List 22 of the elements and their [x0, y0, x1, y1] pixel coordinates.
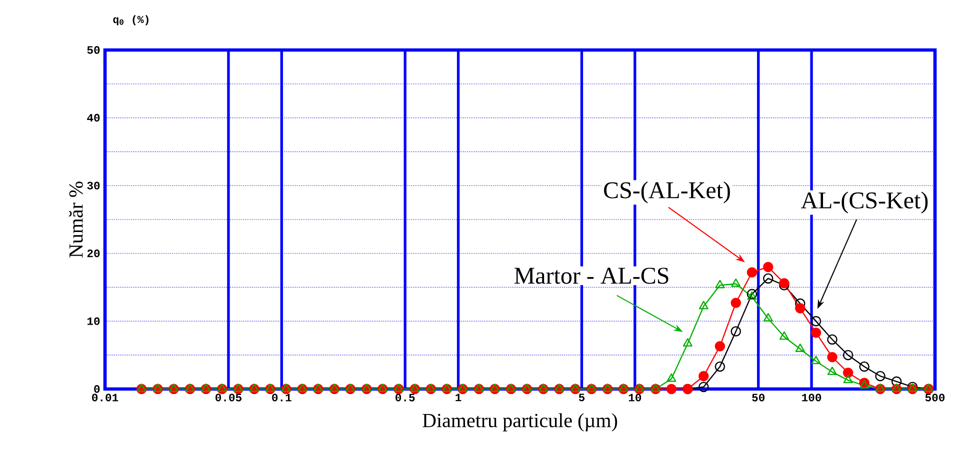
x-tick-label: 50	[752, 394, 765, 402]
x-tick-label: 1	[456, 394, 462, 402]
y-tick-label: 50	[87, 46, 100, 54]
x-axis-title: Diametru particule (µm)	[422, 413, 618, 432]
x-tick-label: 0.5	[396, 394, 415, 402]
x-tick-label: 10	[628, 394, 642, 402]
x-tick-label: 0.05	[216, 394, 242, 402]
x-tick-label: 5	[578, 394, 585, 402]
y-tick-label: 0	[94, 385, 100, 393]
x-tick-label: 100	[802, 394, 822, 402]
x-tick-label: 500	[925, 394, 945, 402]
y-axis-title: Număr %	[68, 182, 83, 258]
text: q$_{0}$ (%)	[113, 15, 148, 26]
y-tick-label: 10	[87, 317, 100, 326]
y-tick-label: 20	[87, 250, 100, 258]
y-tick-label: 40	[87, 114, 100, 122]
x-tick-label: 0.1	[272, 394, 292, 402]
x-tick-label: 0.01	[92, 394, 118, 402]
text: AL-(CS-Ket)	[800, 192, 928, 214]
text: CS-(AL-Ket)	[604, 181, 730, 204]
y-tick-label: 30	[87, 182, 100, 190]
series-label: Martor - AL-CS	[514, 268, 668, 284]
